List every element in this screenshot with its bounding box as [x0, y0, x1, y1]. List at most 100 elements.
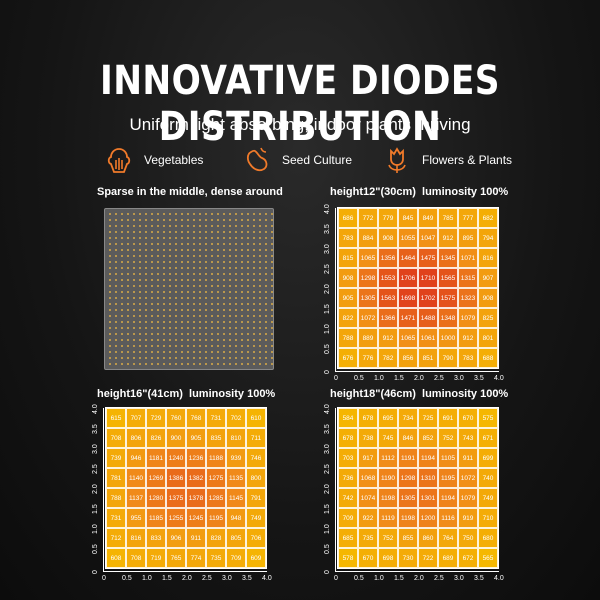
heatmap-cell: 911 — [186, 528, 206, 548]
y-tick-label: 3.0 — [324, 244, 331, 254]
heatmap-cell: 791 — [246, 488, 266, 508]
heatmap-cell: 908 — [478, 288, 498, 308]
heatmap-cell: 788 — [106, 488, 126, 508]
heatmap-cell: 1305 — [358, 288, 378, 308]
y-tick-label: 3.0 — [92, 444, 99, 454]
heatmap-cell: 676 — [338, 348, 358, 368]
heatmap-cell: 828 — [206, 528, 226, 548]
y-tick-label: 2.0 — [92, 484, 99, 494]
heatmap-cell: 1137 — [126, 488, 146, 508]
feature-vegetables: Vegetables — [104, 145, 203, 175]
heatmap-cell: 782 — [378, 348, 398, 368]
x-tick-label: 2.5 — [202, 575, 212, 582]
heatmap-title-16in: height16"(41cm) luminosity 100% — [97, 388, 276, 400]
heatmap-cell: 856 — [398, 348, 418, 368]
heatmap-cell: 1236 — [186, 448, 206, 468]
heatmap-cell: 565 — [478, 548, 498, 568]
heatmap-cell: 826 — [146, 428, 166, 448]
y-tick-label: 0 — [92, 570, 99, 574]
heatmap-cell: 712 — [106, 528, 126, 548]
y-tick-label: 2.5 — [92, 464, 99, 474]
vegetable-icon — [107, 148, 131, 173]
heatmap-cell: 860 — [418, 528, 438, 548]
heatmap-cell: 922 — [358, 508, 378, 528]
heatmap-cell: 1386 — [166, 468, 186, 488]
heatmap-cell: 1301 — [418, 488, 438, 508]
heatmap-cell: 895 — [458, 228, 478, 248]
heatmap-cell: 719 — [146, 548, 166, 568]
seed-icon — [246, 147, 268, 172]
y-tick-label: 4.0 — [92, 404, 99, 414]
heatmap-cell: 1356 — [378, 248, 398, 268]
heatmap-cell: 1195 — [438, 468, 458, 488]
y-tick-label: 1.5 — [92, 504, 99, 514]
heatmap-cell: 1188 — [206, 448, 226, 468]
y-axis-line — [335, 208, 336, 372]
heatmap-cell: 1565 — [438, 268, 458, 288]
x-tick-label: 2.0 — [414, 375, 424, 382]
heatmap-cell: 1471 — [398, 308, 418, 328]
heatmap-cell: 735 — [206, 548, 226, 568]
heatmap-cell: 672 — [458, 548, 478, 568]
heatmap-cell: 777 — [458, 208, 478, 228]
heatmap-cell: 783 — [458, 348, 478, 368]
heatmap-cell: 730 — [398, 548, 418, 568]
heatmap-cell: 805 — [226, 528, 246, 548]
heatmap-cell: 685 — [338, 528, 358, 548]
heatmap-cell: 740 — [478, 468, 498, 488]
heatmap-cell: 849 — [418, 208, 438, 228]
heatmap-cell: 900 — [166, 428, 186, 448]
x-axis-line — [103, 571, 267, 572]
heatmap-cell: 670 — [358, 548, 378, 568]
y-tick-label: 3.0 — [324, 444, 331, 454]
heatmap-cell: 1194 — [418, 448, 438, 468]
y-tick-label: 0 — [324, 570, 331, 574]
heatmap-cell: 1200 — [418, 508, 438, 528]
heatmap-cell: 702 — [226, 408, 246, 428]
heatmap-cell: 738 — [358, 428, 378, 448]
heatmap-cell: 706 — [246, 528, 266, 548]
y-tick-label: 1.5 — [324, 504, 331, 514]
heatmap-cell: 845 — [398, 208, 418, 228]
heatmap-cell: 750 — [458, 528, 478, 548]
heatmap-cell: 739 — [106, 448, 126, 468]
y-tick-label: 2.5 — [324, 464, 331, 474]
x-tick-label: 4.0 — [262, 575, 272, 582]
heatmap-cell: 682 — [478, 208, 498, 228]
heatmap-cell: 731 — [106, 508, 126, 528]
heatmap-cell: 939 — [226, 448, 246, 468]
heatmap-cell: 708 — [106, 428, 126, 448]
x-tick-label: 2.0 — [182, 575, 192, 582]
heatmap-cell: 1065 — [358, 248, 378, 268]
heatmap-cell: 742 — [338, 488, 358, 508]
heatmap-cell: 779 — [378, 208, 398, 228]
heatmap-cell: 689 — [438, 548, 458, 568]
heatmap-cell: 948 — [226, 508, 246, 528]
y-tick-label: 3.5 — [324, 424, 331, 434]
heatmap-cell: 1488 — [418, 308, 438, 328]
heatmap-cell: 1135 — [226, 468, 246, 488]
x-tick-label: 3.5 — [242, 575, 252, 582]
heatmap-cell: 772 — [358, 208, 378, 228]
heatmap-cell: 783 — [338, 228, 358, 248]
heatmap-cell: 1563 — [378, 288, 398, 308]
heatmap-cell: 1366 — [378, 308, 398, 328]
heatmap-grid: 584 678 695 734 725 691 670 575 678 738 745 846 852 7… — [337, 407, 499, 569]
heatmap-cell: 745 — [378, 428, 398, 448]
heatmap-cell: 749 — [246, 508, 266, 528]
heatmap-cell: 1074 — [358, 488, 378, 508]
flower-icon — [388, 147, 406, 173]
y-axis-line — [103, 408, 104, 572]
x-tick-label: 1.0 — [142, 575, 152, 582]
heatmap-cell: 833 — [146, 528, 166, 548]
heatmap-cell: 743 — [458, 428, 478, 448]
heatmap-cell: 917 — [358, 448, 378, 468]
heatmap-cell: 698 — [378, 548, 398, 568]
heatmap-cell: 822 — [338, 308, 358, 328]
heatmap-cell: 1240 — [166, 448, 186, 468]
heatmap-cell: 752 — [438, 428, 458, 448]
x-tick-label: 0.5 — [354, 575, 364, 582]
heatmap-cell: 1245 — [186, 508, 206, 528]
y-axis-line — [335, 408, 336, 572]
